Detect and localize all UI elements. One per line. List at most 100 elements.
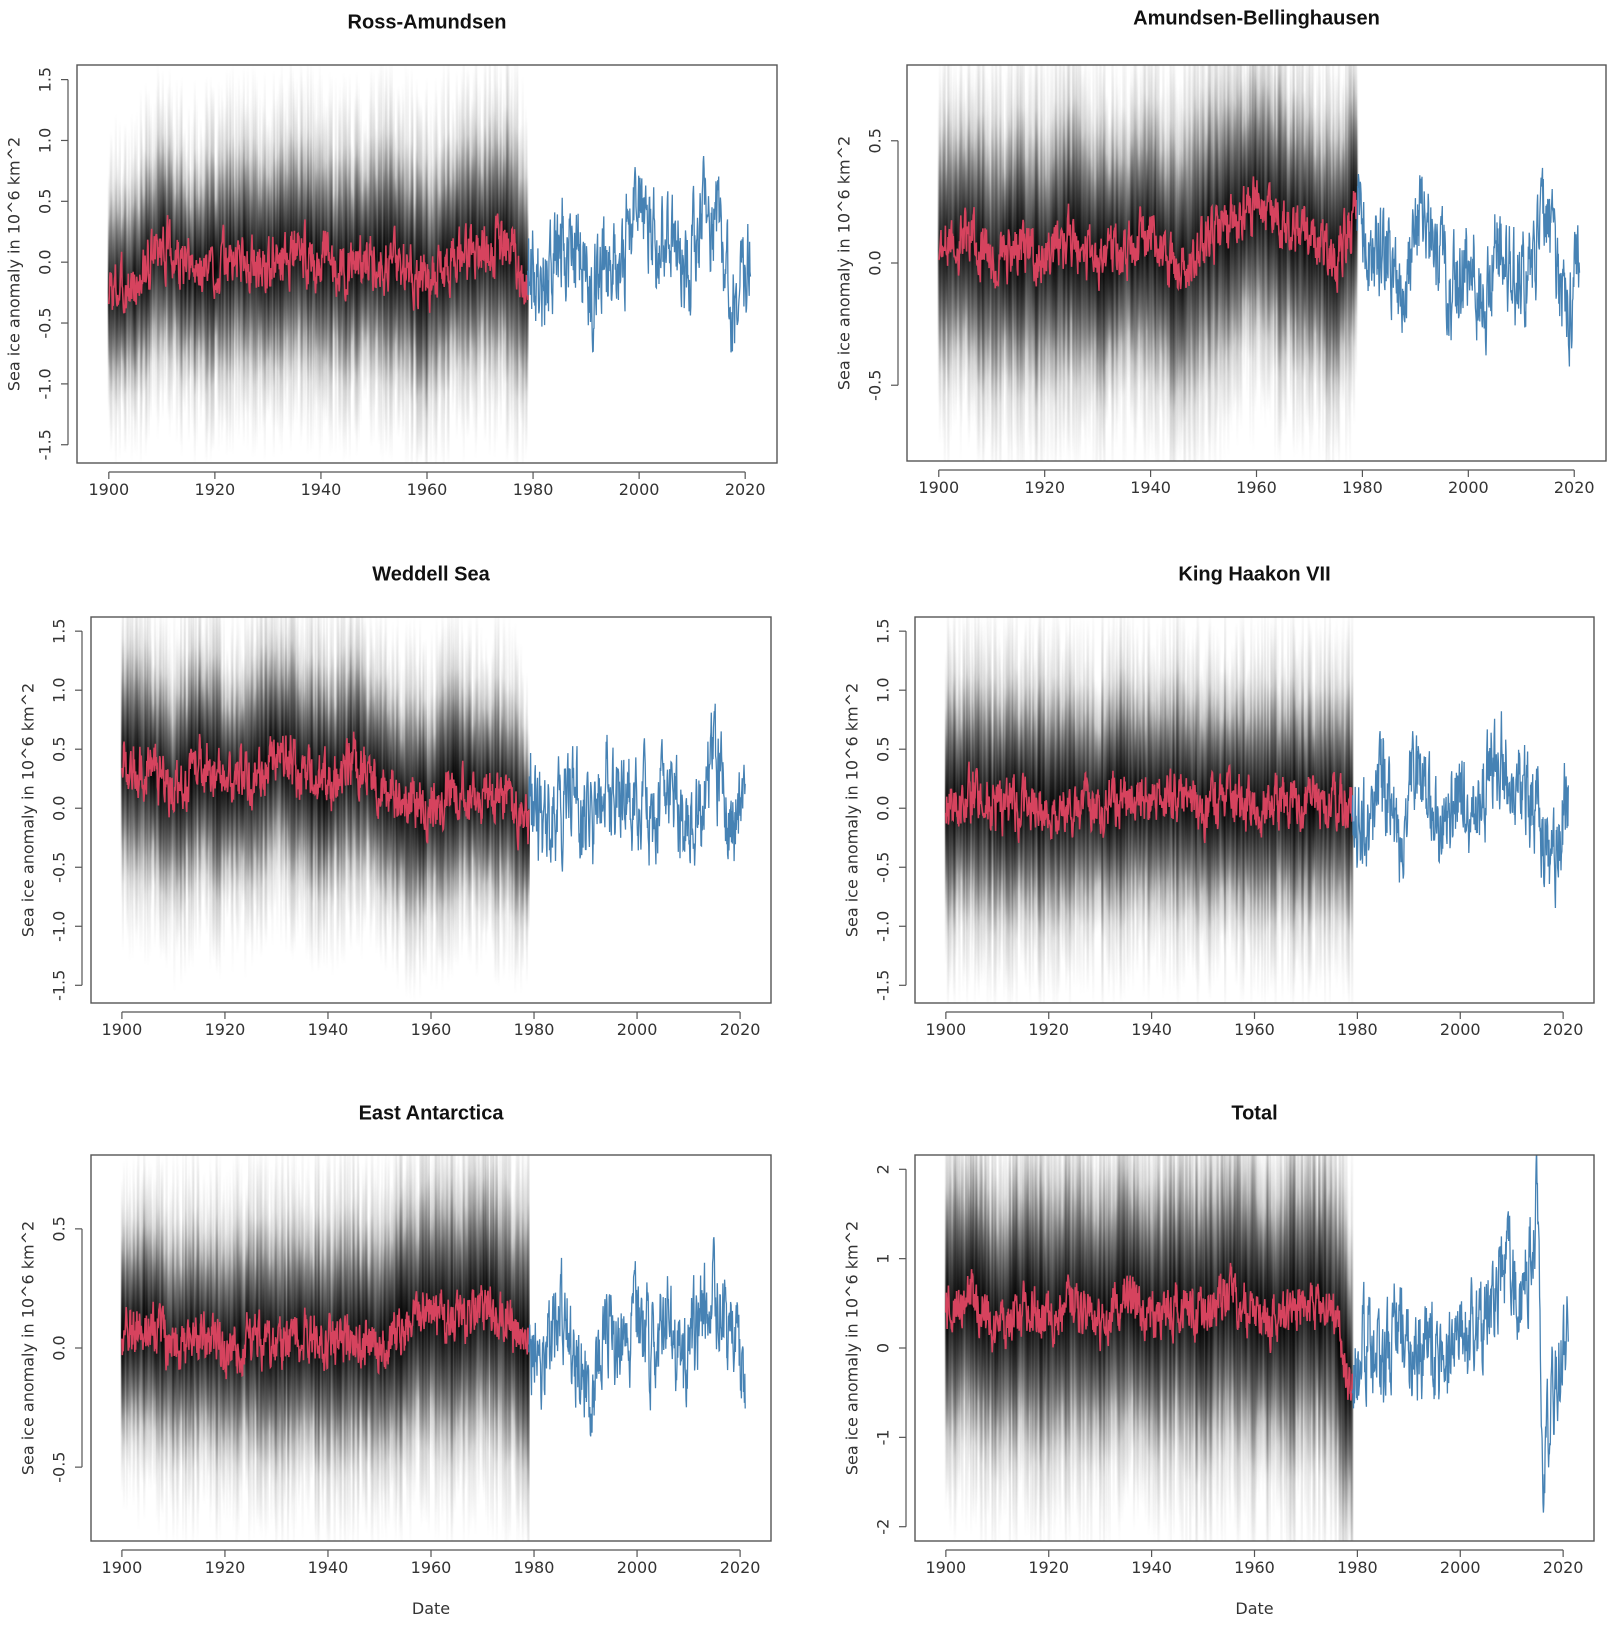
plot-frame bbox=[76, 64, 778, 464]
y-tick-label: -0.5 bbox=[50, 852, 69, 883]
x-tick-label: 1940 bbox=[308, 1020, 349, 1039]
plot-frame bbox=[906, 64, 1607, 462]
x-tick-label: 2000 bbox=[1440, 1558, 1481, 1577]
plot-frame bbox=[90, 1154, 772, 1542]
chart-title: Total bbox=[1231, 1102, 1277, 1124]
observed-line bbox=[528, 1237, 746, 1437]
plot-area bbox=[120, 1155, 746, 1541]
x-tick-label: 2000 bbox=[1440, 1020, 1481, 1039]
observed-line bbox=[527, 155, 752, 353]
observed-line bbox=[1351, 711, 1569, 909]
y-tick-label: 1.0 bbox=[50, 677, 69, 702]
y-tick-label: 2 bbox=[874, 1164, 893, 1174]
x-tick-label: 1940 bbox=[1131, 1558, 1172, 1577]
chart-title: Amundsen-Bellinghausen bbox=[1133, 7, 1380, 29]
x-tick-label: 1960 bbox=[407, 480, 448, 499]
x-tick-label: 2000 bbox=[619, 480, 660, 499]
x-tick-label: 1980 bbox=[514, 1558, 555, 1577]
x-tick-label: 1920 bbox=[195, 480, 236, 499]
reconstruction-line bbox=[938, 176, 1358, 293]
y-tick-label: 1.5 bbox=[874, 618, 893, 643]
y-tick-label: 0.5 bbox=[866, 128, 885, 153]
y-tick-label: -0.5 bbox=[874, 852, 893, 883]
x-tick-label: 2020 bbox=[725, 480, 766, 499]
panel-4: East Antarctica 1900 1920 1940 1960 1980 2000 2… bbox=[19, 1102, 772, 1618]
x-axis-label: Date bbox=[412, 1599, 450, 1618]
x-tick-label: 1960 bbox=[411, 1020, 452, 1039]
plot-frame bbox=[914, 1154, 1595, 1542]
y-tick-label: 0.5 bbox=[36, 189, 55, 214]
reconstruction-line bbox=[945, 761, 1353, 844]
y-tick-label: 0.0 bbox=[36, 249, 55, 274]
observed-line bbox=[1356, 167, 1581, 367]
x-tick-label: 1920 bbox=[205, 1558, 246, 1577]
y-tick-label: -1.0 bbox=[874, 911, 893, 942]
panel-2: Weddell Sea 1900 1920 1940 1960 1980 2000 2020 -… bbox=[19, 563, 772, 1039]
observed-line bbox=[1351, 1155, 1569, 1513]
x-tick-label: 1960 bbox=[1236, 478, 1277, 497]
x-tick-label: 1920 bbox=[205, 1020, 246, 1039]
x-tick-label: 1920 bbox=[1028, 1020, 1069, 1039]
x-axis-label: Date bbox=[1235, 1599, 1273, 1618]
x-tick-label: 1980 bbox=[514, 1020, 555, 1039]
chart-title: Weddell Sea bbox=[372, 563, 490, 585]
y-tick-label: -0.5 bbox=[50, 1452, 69, 1483]
y-axis: -1.5 -1.0 -0.5 0.0 0.5 1.0 1.5 bbox=[36, 67, 69, 460]
y-tick-label: 1 bbox=[874, 1254, 893, 1264]
y-tick-label: -1.5 bbox=[874, 970, 893, 1001]
y-tick-label: 0.0 bbox=[866, 250, 885, 275]
x-tick-label: 1900 bbox=[102, 1020, 143, 1039]
y-tick-label: -1.0 bbox=[36, 368, 55, 399]
y-axis: -1.5 -1.0 -0.5 0.0 0.5 1.0 1.5 bbox=[50, 618, 83, 1001]
y-axis-label: Sea ice anomaly in 10^6 km^2 bbox=[5, 137, 24, 391]
x-tick-label: 1900 bbox=[88, 480, 129, 499]
x-tick-label: 1940 bbox=[1131, 1020, 1172, 1039]
y-axis: -1.5 -1.0 -0.5 0.0 0.5 1.0 1.5 bbox=[874, 618, 907, 1001]
x-axis: 1900 1920 1940 1960 1980 2000 2020 bbox=[88, 471, 766, 499]
x-tick-label: 2000 bbox=[1448, 478, 1489, 497]
y-tick-label: 0.5 bbox=[50, 736, 69, 761]
plot-area bbox=[937, 65, 1581, 461]
observed-line bbox=[528, 703, 746, 872]
y-tick-label: 0.5 bbox=[874, 736, 893, 761]
y-tick-label: 1.0 bbox=[36, 128, 55, 153]
x-tick-label: 1940 bbox=[301, 480, 342, 499]
x-tick-label: 1900 bbox=[102, 1558, 143, 1577]
y-axis-label: Sea ice anomaly in 10^6 km^2 bbox=[19, 683, 38, 937]
panel-0: Ross-Amundsen 1900 1920 1940 1960 1980 2000 202… bbox=[5, 11, 778, 499]
y-tick-label: 1.5 bbox=[50, 618, 69, 643]
y-axis-label: Sea ice anomaly in 10^6 km^2 bbox=[843, 683, 862, 937]
x-tick-label: 1900 bbox=[918, 478, 959, 497]
x-axis: 1900 1920 1940 1960 1980 2000 2020 bbox=[102, 1011, 760, 1039]
x-tick-label: 2020 bbox=[1543, 1558, 1584, 1577]
x-tick-label: 1920 bbox=[1028, 1558, 1069, 1577]
chart-title: Ross-Amundsen bbox=[348, 11, 507, 33]
y-axis-label: Sea ice anomaly in 10^6 km^2 bbox=[19, 1221, 38, 1475]
y-tick-label: 0 bbox=[874, 1343, 893, 1353]
reconstruction-line bbox=[945, 1262, 1353, 1401]
y-axis: -0.5 0.0 0.5 bbox=[50, 1216, 83, 1483]
plot-area bbox=[944, 617, 1569, 1003]
x-tick-label: 1960 bbox=[1234, 1558, 1275, 1577]
y-axis: -0.5 0.0 0.5 bbox=[866, 128, 899, 401]
y-tick-label: 0.0 bbox=[874, 796, 893, 821]
x-axis: 1900 1920 1940 1960 1980 2000 2020 bbox=[926, 1549, 1584, 1577]
reconstruction-line bbox=[108, 213, 529, 314]
plot-area bbox=[944, 1155, 1569, 1541]
y-tick-label: -1 bbox=[874, 1429, 893, 1445]
x-tick-label: 2020 bbox=[720, 1558, 761, 1577]
y-tick-label: 0.0 bbox=[50, 796, 69, 821]
reconstruction-line bbox=[121, 1285, 530, 1380]
x-axis: 1900 1920 1940 1960 1980 2000 2020 bbox=[102, 1549, 761, 1577]
plot-area bbox=[107, 65, 752, 463]
x-tick-label: 1900 bbox=[926, 1558, 967, 1577]
x-tick-label: 1940 bbox=[308, 1558, 349, 1577]
plot-frame bbox=[914, 616, 1595, 1004]
x-tick-label: 2020 bbox=[1543, 1020, 1584, 1039]
x-tick-label: 1980 bbox=[1337, 1558, 1378, 1577]
x-tick-label: 2000 bbox=[617, 1558, 658, 1577]
